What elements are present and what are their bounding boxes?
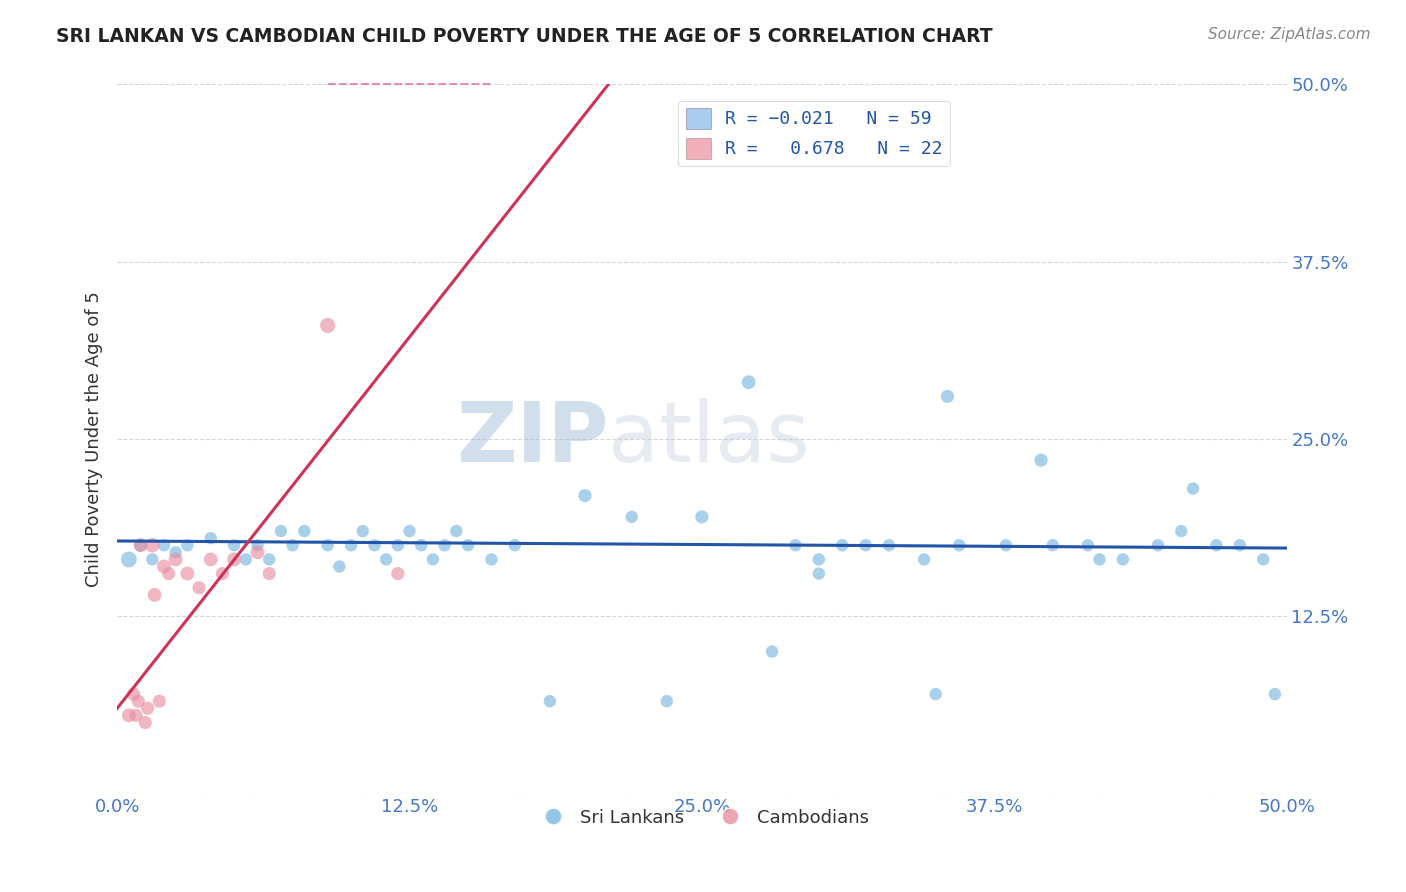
Point [125, 708, 148, 723]
Point [157, 566, 180, 581]
Point [136, 701, 159, 715]
Point [433, 538, 456, 552]
Point [270, 524, 292, 538]
Point [1229, 538, 1251, 552]
Point [141, 538, 163, 552]
Point [235, 552, 257, 566]
Point [352, 524, 374, 538]
Point [1112, 552, 1135, 566]
Point [807, 566, 830, 581]
Point [200, 531, 222, 545]
Point [877, 538, 900, 552]
Point [387, 538, 409, 552]
Y-axis label: Child Poverty Under the Age of 5: Child Poverty Under the Age of 5 [86, 291, 103, 587]
Point [1170, 524, 1192, 538]
Point [1264, 687, 1286, 701]
Point [948, 538, 970, 552]
Point [411, 538, 433, 552]
Point [153, 559, 176, 574]
Point [165, 545, 187, 559]
Point [165, 552, 187, 566]
Point [1042, 538, 1064, 552]
Point [446, 524, 468, 538]
Point [176, 566, 198, 581]
Point [807, 552, 830, 566]
Point [785, 538, 807, 552]
Point [176, 538, 198, 552]
Point [224, 538, 246, 552]
Point [281, 538, 304, 552]
Point [1182, 482, 1205, 496]
Point [936, 389, 959, 403]
Point [340, 538, 363, 552]
Point [620, 509, 643, 524]
Point [200, 552, 222, 566]
Point [257, 566, 280, 581]
Point [655, 694, 678, 708]
Point [1029, 453, 1052, 467]
Point [153, 538, 176, 552]
Legend: Sri Lankans, Cambodians: Sri Lankans, Cambodians [527, 802, 876, 834]
Point [257, 552, 280, 566]
Text: ZIP: ZIP [456, 399, 609, 479]
Point [118, 708, 141, 723]
Text: Source: ZipAtlas.com: Source: ZipAtlas.com [1208, 27, 1371, 42]
Point [375, 552, 398, 566]
Point [1147, 538, 1170, 552]
Point [122, 687, 145, 701]
Point [737, 375, 759, 389]
Point [246, 538, 269, 552]
Point [1088, 552, 1111, 566]
Point [129, 538, 152, 552]
Point [1077, 538, 1099, 552]
Point [574, 489, 596, 503]
Point [316, 318, 339, 333]
Point [761, 644, 783, 658]
Point [387, 566, 409, 581]
Point [538, 694, 561, 708]
Point [211, 566, 233, 581]
Point [292, 524, 315, 538]
Point [224, 552, 246, 566]
Point [690, 509, 713, 524]
Point [148, 694, 170, 708]
Point [328, 559, 350, 574]
Point [188, 581, 211, 595]
Point [246, 545, 269, 559]
Point [141, 552, 163, 566]
Point [143, 588, 166, 602]
Point [398, 524, 420, 538]
Text: atlas: atlas [609, 399, 810, 479]
Point [479, 552, 502, 566]
Point [855, 538, 877, 552]
Point [118, 552, 141, 566]
Point [422, 552, 444, 566]
Point [316, 538, 339, 552]
Point [134, 715, 156, 730]
Point [457, 538, 479, 552]
Point [503, 538, 526, 552]
Point [363, 538, 385, 552]
Point [994, 538, 1017, 552]
Point [1205, 538, 1227, 552]
Point [127, 694, 149, 708]
Text: SRI LANKAN VS CAMBODIAN CHILD POVERTY UNDER THE AGE OF 5 CORRELATION CHART: SRI LANKAN VS CAMBODIAN CHILD POVERTY UN… [56, 27, 993, 45]
Point [129, 538, 152, 552]
Point [831, 538, 853, 552]
Point [912, 552, 935, 566]
Point [925, 687, 948, 701]
Point [1251, 552, 1274, 566]
